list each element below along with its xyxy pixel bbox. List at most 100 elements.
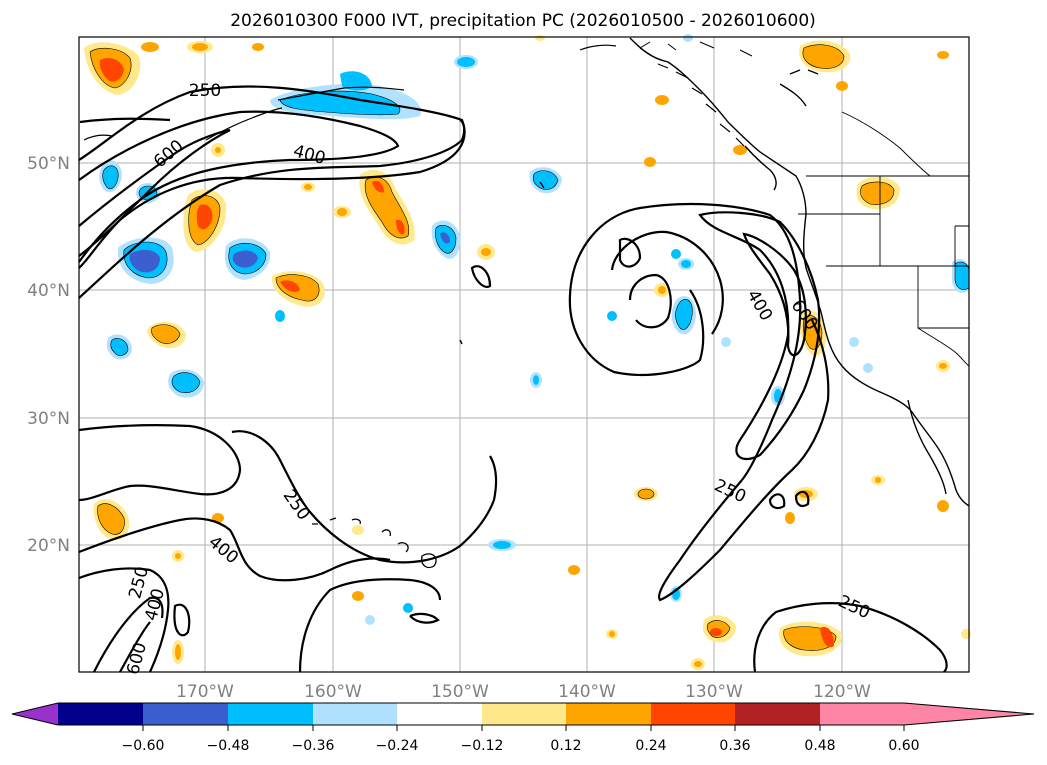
contour-600-swirl xyxy=(628,273,672,329)
colorbar-segment xyxy=(228,703,313,725)
blob-nw-corner xyxy=(84,42,141,95)
coast-aleutians xyxy=(277,86,405,101)
precip-negative-anomalies xyxy=(99,34,970,625)
blob-small-top xyxy=(141,41,264,157)
lat-tick-label: 50°N xyxy=(27,154,70,174)
colorbar-tick-label: −0.24 xyxy=(376,738,419,754)
colorbar-tick-label: 0.36 xyxy=(719,738,750,754)
colorbar-outline xyxy=(11,702,1035,726)
contour-250-nw-outer xyxy=(78,119,466,299)
blob-east-blue xyxy=(670,34,970,602)
border-ca-nv xyxy=(826,265,969,329)
contour-600-plume xyxy=(742,232,807,357)
coast-far-west xyxy=(83,134,113,141)
coast-alaska-fragments xyxy=(639,41,753,57)
lon-tick-label: 170°W xyxy=(176,682,234,702)
lat-tick-label: 20°N xyxy=(27,536,70,556)
island-oahu xyxy=(381,529,392,537)
blob-west-mid xyxy=(271,271,325,307)
contour-400-sw-inner xyxy=(93,596,164,673)
border-ca-az xyxy=(917,327,970,367)
colorbar-tick-label: 0.60 xyxy=(888,738,919,754)
hawaii-islands xyxy=(312,517,437,569)
colorbar-segment xyxy=(651,703,735,725)
coast-alaska-southwest xyxy=(579,44,617,51)
lat-tick-label: 40°N xyxy=(27,281,70,301)
colorbar-segment xyxy=(313,703,397,725)
blob-southwest xyxy=(93,499,364,664)
colorbar-segment xyxy=(820,703,904,725)
colorbar-tick-label: −0.48 xyxy=(207,738,250,754)
colorbar-tick-label: −0.36 xyxy=(292,738,335,754)
lon-tick-label: 150°W xyxy=(431,682,489,702)
lat-axis: 50°N 40°N 30°N 20°N xyxy=(27,154,70,556)
contour-fragment-top xyxy=(79,117,171,124)
ivt-contour-labels: 250 600 400 400 600 250 250 400 250 250 … xyxy=(123,81,873,677)
contour-400-plume xyxy=(698,211,821,461)
contour-600-sw xyxy=(119,621,151,673)
border-id xyxy=(954,225,969,266)
lon-axis: 170°W 160°W 150°W 140°W 130°W 120°W xyxy=(176,682,871,702)
islet-2 xyxy=(459,339,463,345)
map-title: 2026010300 F000 IVT, precipitation PC (2… xyxy=(230,11,816,31)
colorbar-tick-label: 0.12 xyxy=(550,738,581,754)
lat-tick-label: 30°N xyxy=(27,409,70,429)
contour-250-swirl-outer xyxy=(568,202,802,481)
coastlines xyxy=(83,37,970,507)
colorbar-tick-label: 0.48 xyxy=(804,738,835,754)
map-background xyxy=(79,37,969,672)
contour-250-sw-4 xyxy=(298,578,442,673)
coast-alaska-islands xyxy=(639,47,745,147)
island-nw xyxy=(312,517,337,525)
colorbar-segment xyxy=(735,703,820,725)
contour-label: 250 xyxy=(189,81,221,101)
coast-bc-inland xyxy=(779,69,819,107)
contour-fragment-se-1 xyxy=(768,493,786,510)
coast-na-pacific xyxy=(629,37,970,507)
contour-250-nw xyxy=(78,85,466,269)
contour-250-sw-2 xyxy=(231,430,498,564)
lon-tick-label: 130°W xyxy=(685,682,743,702)
contour-600-nw xyxy=(78,128,231,257)
contour-250-sw-3 xyxy=(78,567,170,673)
colorbar-segment xyxy=(482,703,566,725)
contour-400-sw xyxy=(78,517,391,582)
lon-tick-label: 140°W xyxy=(558,682,616,702)
map-frame xyxy=(78,36,970,673)
blob-central-west xyxy=(183,189,227,252)
contour-fragment-se-2 xyxy=(794,490,810,507)
map-panel: 250 600 400 400 600 250 250 400 250 250 … xyxy=(78,34,971,677)
contour-250-plume xyxy=(657,319,830,602)
border-or xyxy=(798,213,969,267)
islet xyxy=(539,181,545,189)
coast-aleutians-west xyxy=(205,107,283,141)
coast-baja-inner xyxy=(907,399,947,495)
contour-sw-loop xyxy=(173,603,191,637)
coast-vancouver xyxy=(744,145,777,191)
island-big xyxy=(421,553,437,569)
precip-positive-anomalies xyxy=(84,35,971,670)
lon-tick-label: 160°W xyxy=(304,682,362,702)
contour-250-se xyxy=(753,602,948,673)
colorbar-segment xyxy=(566,703,651,725)
colorbar-extend-low xyxy=(12,703,58,725)
contour-fragment-sw xyxy=(409,612,440,624)
lon-tick-label: 120°W xyxy=(813,682,871,702)
colorbar-segment xyxy=(58,703,143,725)
blob-center-ridge xyxy=(359,169,415,245)
blob-aleutian-band xyxy=(270,71,421,120)
blob-northeast xyxy=(733,40,949,210)
blob-central-blue xyxy=(365,55,617,625)
contour-400-swirl xyxy=(610,230,724,335)
ivt-contours xyxy=(78,85,948,673)
contour-250-swirl-lower xyxy=(568,289,705,376)
colorbar-tick-label: 0.24 xyxy=(635,738,666,754)
colorbar-tick-label: −0.12 xyxy=(461,738,504,754)
island-kauai xyxy=(351,518,362,525)
colorbar-ticks xyxy=(142,725,905,731)
colorbar: −0.60 −0.48 −0.36 −0.24 −0.12 0.12 0.24 … xyxy=(11,702,1035,754)
contour-fragment-swirl xyxy=(618,237,642,268)
island-maui xyxy=(397,542,409,553)
state-borders xyxy=(798,111,970,367)
